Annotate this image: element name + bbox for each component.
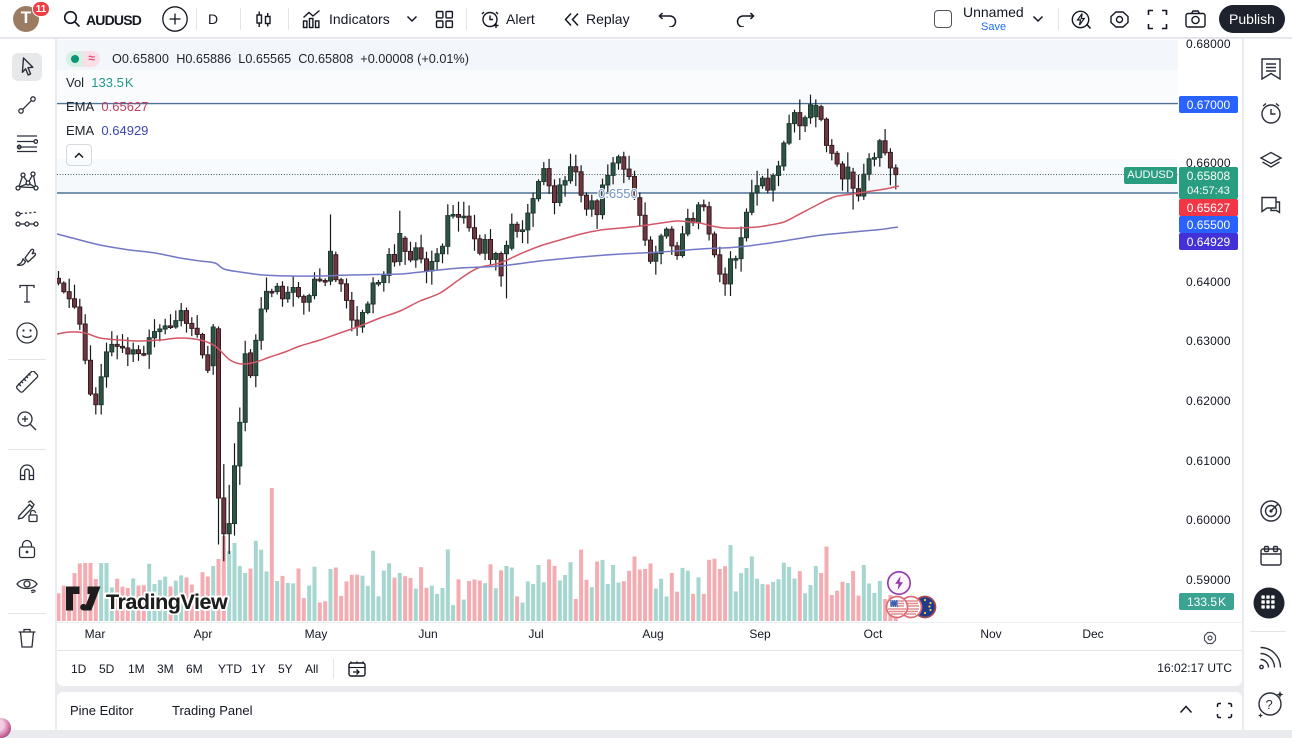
svg-text:?: ? <box>1266 697 1273 712</box>
svg-text:0.6550: 0.6550 <box>598 186 638 201</box>
svg-text:TradingView: TradingView <box>106 590 228 614</box>
svg-text:TradingView: TradingView <box>106 590 228 614</box>
svg-text:0.6550: 0.6550 <box>598 186 638 201</box>
